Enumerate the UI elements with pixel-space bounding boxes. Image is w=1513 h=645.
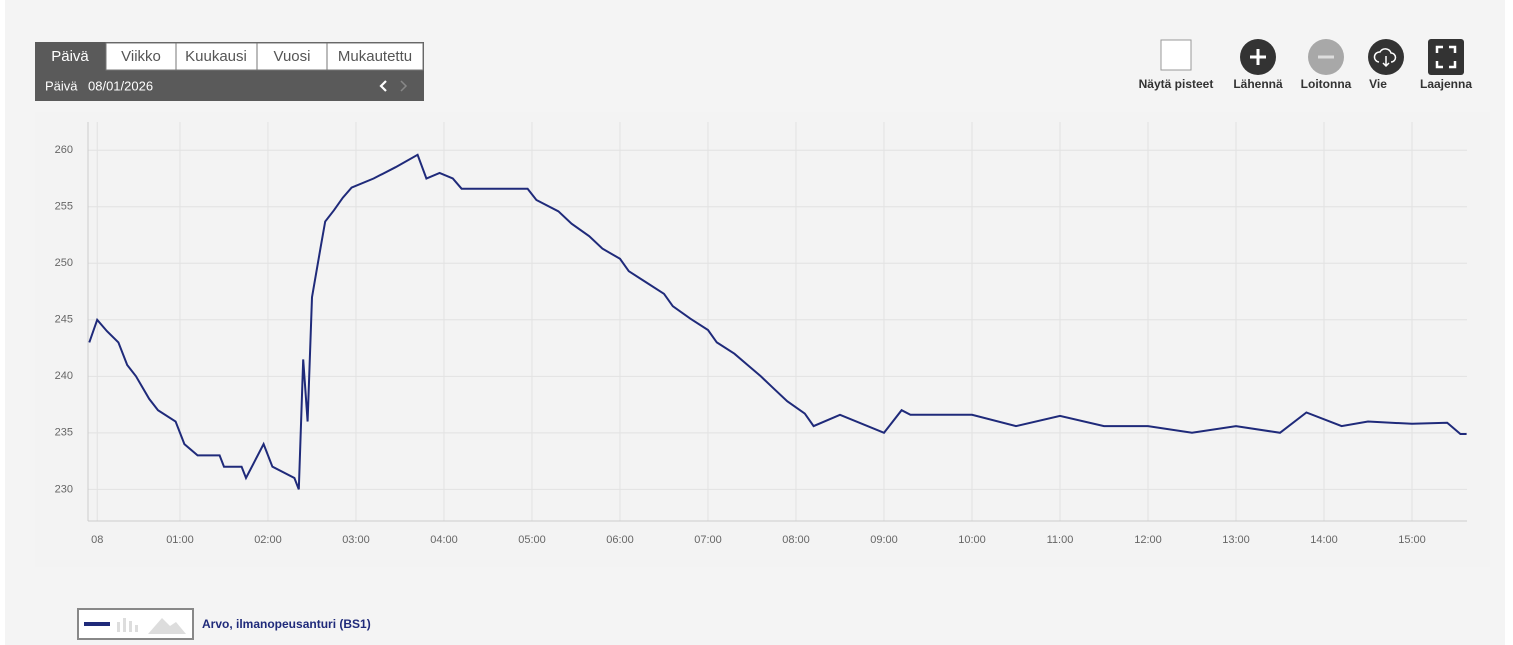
tab-label[interactable]: Päivä: [51, 48, 89, 65]
y-tick-label: 230: [55, 483, 73, 495]
x-tick-label: 06:00: [606, 534, 634, 546]
x-tick-label: 13:00: [1222, 534, 1250, 546]
legend-label[interactable]: Arvo, ilmanopeusanturi (BS1): [202, 617, 371, 631]
x-tick-label: 07:00: [694, 534, 722, 546]
x-tick-label: 05:00: [518, 534, 546, 546]
y-tick-label: 250: [55, 257, 73, 269]
tab[interactable]: [105, 42, 177, 71]
x-tick-label: 12:00: [1134, 534, 1162, 546]
x-tick-label: 01:00: [166, 534, 194, 546]
tab-label[interactable]: Viikko: [121, 48, 161, 65]
toolbar-label[interactable]: Näytä pisteet: [1139, 77, 1214, 91]
y-tick-label: 235: [55, 427, 73, 439]
tab-label[interactable]: Kuukausi: [185, 48, 247, 65]
toolbar-label[interactable]: Lähennä: [1233, 77, 1283, 91]
x-tick-label: 15:00: [1398, 534, 1426, 546]
x-tick-label: 14:00: [1310, 534, 1338, 546]
y-tick-label: 260: [55, 144, 73, 156]
date: 08/01/2026: [88, 78, 153, 93]
next-button[interactable]: [400, 80, 408, 92]
toolbar-label[interactable]: Loitonna: [1301, 77, 1352, 91]
tab-bar: Päivä Viikko Kuukausi Vuosi Mukautettu P…: [35, 42, 424, 101]
tab-label[interactable]: Vuosi: [274, 48, 311, 65]
plot: 230 235 240 245 250 255 260 08 01:00 02:00 03:00 04…: [55, 122, 1467, 546]
x-tick-label: 11:00: [1047, 534, 1074, 546]
bar-icon: [117, 618, 138, 632]
y-tick-label: 240: [55, 370, 73, 382]
period-label: Päivä: [45, 78, 78, 93]
tab[interactable]: [326, 42, 424, 71]
plus-icon: [1250, 49, 1266, 65]
series-line: [88, 153, 1467, 490]
expand-button[interactable]: [1428, 39, 1464, 75]
toolbar-label[interactable]: Vie: [1369, 77, 1387, 91]
cloud-icon: [1373, 48, 1397, 68]
x-tick-label: 04:00: [430, 534, 458, 546]
x-tick-label: 10:00: [958, 534, 986, 546]
chart-area: [35, 112, 1490, 567]
x-tick-label: 08: [91, 534, 103, 546]
x-tick-label: 03:00: [342, 534, 370, 546]
expand-icon: [1435, 45, 1457, 69]
x-tick-label: 09:00: [870, 534, 898, 546]
toolbar-label[interactable]: Laajenna: [1420, 77, 1472, 91]
y-tick-label: 245: [55, 314, 73, 326]
x-tick-label: 08:00: [782, 534, 810, 546]
checkbox[interactable]: [1160, 39, 1192, 71]
tab-label[interactable]: Mukautettu: [338, 48, 412, 65]
x-tick-label: 02:00: [254, 534, 282, 546]
area-icon: [148, 618, 186, 634]
prev-button[interactable]: [379, 80, 387, 92]
y-tick-label: 255: [55, 201, 73, 213]
toolbar: Näytä pisteet Lähennä Loitonna Vie Laaje…: [1139, 39, 1472, 91]
